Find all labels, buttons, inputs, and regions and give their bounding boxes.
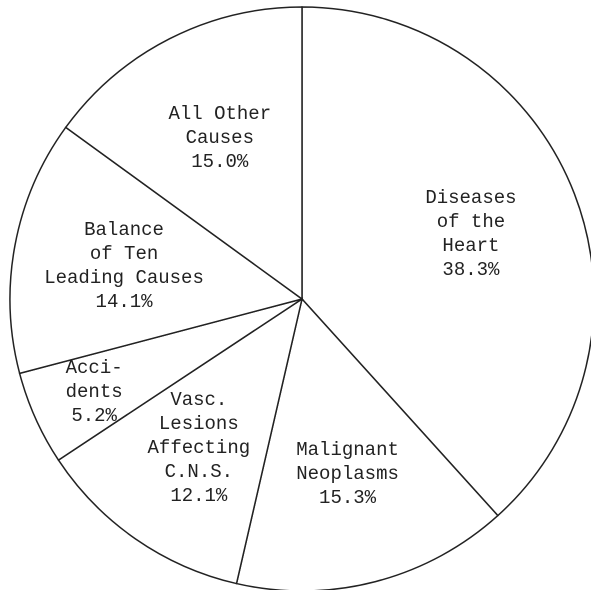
- category-label: Balance of Ten Leading Causes: [44, 218, 204, 289]
- slice-label: Balance of Ten Leading Causes 14.1%: [44, 218, 204, 314]
- pie-slice: [301, 6, 591, 517]
- slice-label: Malignant Neoplasms 15.3%: [296, 438, 399, 510]
- pie-slice: [64, 6, 303, 301]
- pie-slice: [57, 297, 304, 585]
- slice-label: Acci- dents 5.2%: [66, 356, 123, 428]
- category-label: Diseases of the Heart: [425, 186, 517, 257]
- slice-label: Diseases of the Heart 38.3%: [425, 186, 516, 282]
- pie-slice: [9, 126, 304, 375]
- category-label: All Other Causes: [168, 102, 272, 149]
- value-label: 12.1%: [170, 484, 228, 507]
- pie-slice: [235, 297, 499, 590]
- value-label: 15.0%: [191, 150, 249, 173]
- slice-label: Vasc. Lesions Affecting C.N.S. 12.1%: [148, 388, 251, 508]
- value-label: 14.1%: [95, 290, 153, 313]
- slice-label: All Other Causes 15.0%: [168, 102, 271, 174]
- category-label: Malignant Neoplasms: [296, 439, 399, 486]
- value-label: 5.2%: [71, 405, 117, 428]
- value-label: 38.3%: [442, 258, 500, 281]
- category-label: Vasc. Lesions Affecting C.N.S.: [147, 388, 251, 483]
- value-label: 15.3%: [319, 487, 377, 510]
- category-label: Acci- dents: [65, 357, 123, 404]
